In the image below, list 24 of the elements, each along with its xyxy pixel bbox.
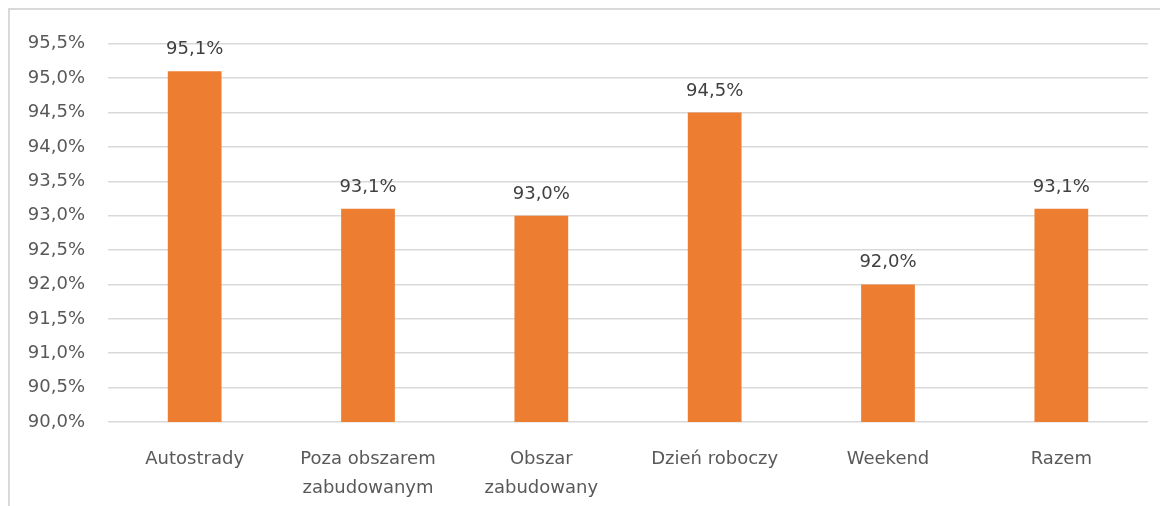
x-tick-label: Obszar zabudowany	[484, 446, 599, 498]
y-tick-label: 95,5%	[27, 31, 85, 53]
data-label: 93,1%	[339, 174, 397, 196]
y-tick-label: 92,5%	[27, 237, 85, 259]
y-tick-label: 94,0%	[27, 134, 85, 156]
x-tick-label: Razem	[1030, 446, 1092, 468]
data-label: 95,1%	[166, 37, 224, 59]
y-tick-label: 94,5%	[27, 100, 85, 122]
data-label: 93,0%	[512, 181, 570, 203]
data-label: 92,0%	[859, 250, 917, 272]
y-tick-label: 91,5%	[27, 306, 85, 328]
y-tick-label: 92,0%	[27, 272, 85, 294]
x-tick-label: Weekend	[846, 446, 930, 468]
y-tick-label: 95,0%	[27, 65, 85, 87]
y-tick-label: 90,0%	[27, 409, 85, 431]
y-tick-label: 93,5%	[27, 169, 85, 190]
y-tick-label: 93,0%	[27, 203, 85, 225]
x-tick-label: Dzień roboczy	[651, 446, 779, 468]
x-tick-label: Poza obszarem zabudowanym	[300, 446, 436, 498]
data-label: 93,1%	[1032, 174, 1090, 196]
data-label: 94,5%	[686, 78, 744, 100]
y-tick-label: 91,0%	[27, 340, 85, 362]
x-tick-label: Autostrady	[145, 446, 245, 468]
y-tick-label: 90,5%	[27, 375, 85, 397]
